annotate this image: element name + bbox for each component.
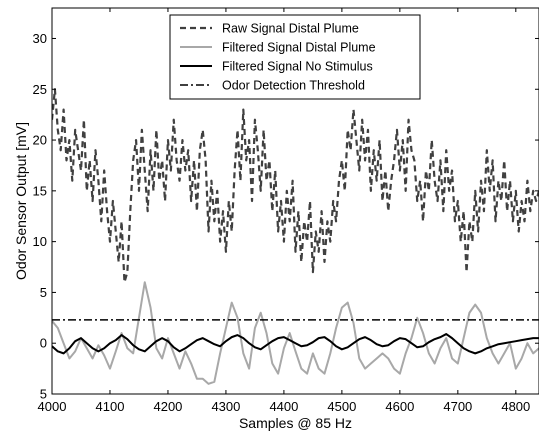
- y-axis-label: Odor Sensor Output [mV]: [13, 122, 29, 280]
- legend-label-2: Filtered Signal Distal Plume: [222, 41, 376, 55]
- x-tick-label: 4800: [501, 399, 530, 414]
- plot-frame: [51, 7, 539, 395]
- x-tick-label: 4600: [385, 399, 414, 414]
- x-tick-label: 4500: [327, 399, 356, 414]
- y-tick-label: 10: [33, 234, 47, 249]
- x-tick-label: 4200: [153, 399, 182, 414]
- y-tick-label: 20: [33, 133, 47, 148]
- series-line-2: [52, 281, 539, 385]
- y-tick-label: 0: [40, 336, 47, 351]
- x-axis-label: Samples @ 85 Hz: [239, 415, 352, 431]
- y-tick-label: 15: [33, 183, 47, 198]
- y-tick-label: 25: [33, 82, 47, 97]
- series-line-1: [52, 88, 539, 284]
- series-line-3: [52, 333, 539, 355]
- series-layer: [52, 88, 539, 385]
- y-tick-label: 5: [40, 387, 47, 402]
- y-tick-label: 30: [33, 31, 47, 46]
- legend-label-4: Odor Detection Threshold: [222, 79, 365, 93]
- x-tick-label: 4100: [96, 399, 125, 414]
- y-tick-label: 5: [40, 285, 47, 300]
- x-tick-label: 4300: [211, 399, 240, 414]
- tick-layer: 4000 4100 4200 4300 4400 4500 4600 4700 4800 5 0 5 1…: [33, 8, 539, 414]
- legend-label-3: Filtered Signal No Stimulus: [222, 60, 373, 74]
- x-tick-label: 4400: [269, 399, 298, 414]
- legend: Raw Signal Distal Plume Filtered Signal D…: [169, 14, 421, 100]
- x-tick-label: 4700: [443, 399, 472, 414]
- legend-label-1: Raw Signal Distal Plume: [222, 22, 359, 36]
- x-tick-label: 4000: [38, 399, 67, 414]
